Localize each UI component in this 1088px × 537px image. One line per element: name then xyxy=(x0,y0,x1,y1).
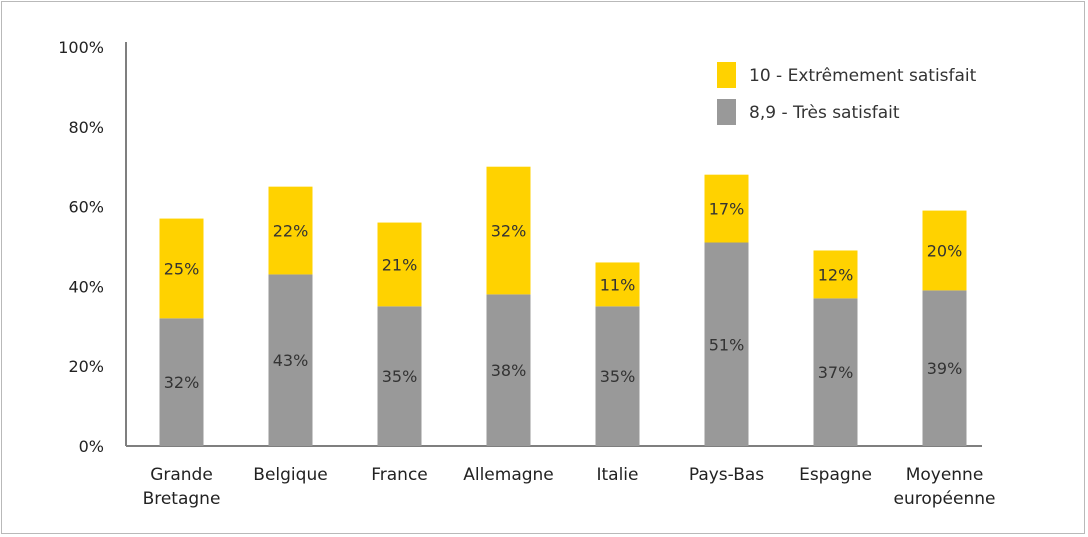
x-category-label: Grande xyxy=(150,465,213,485)
y-tick-label: 0% xyxy=(79,437,104,456)
x-category-label: France xyxy=(371,465,428,485)
bar-segment xyxy=(268,186,313,275)
bar-value-label: 22% xyxy=(273,222,309,241)
bar-value-label: 32% xyxy=(164,373,200,392)
bar-segment xyxy=(159,318,204,446)
bar-segment xyxy=(595,262,640,307)
bar-segment xyxy=(486,166,531,295)
bar-value-label: 25% xyxy=(164,259,200,278)
bar-value-label: 37% xyxy=(818,363,854,382)
bar-value-label: 20% xyxy=(927,241,963,260)
bar-value-label: 21% xyxy=(382,255,418,274)
bar-segment xyxy=(813,250,858,299)
legend-swatch xyxy=(717,62,736,88)
x-category-label: Pays-Bas xyxy=(689,465,764,485)
legend-label: 8,9 - Très satisfait xyxy=(749,103,900,123)
bar-segment xyxy=(486,294,531,446)
y-tick-label: 80% xyxy=(68,118,104,137)
x-category-label: Moyenne xyxy=(906,465,984,485)
axes: 0% 20% 40% 60% 80% 100% Grande Bretagne Belgique… xyxy=(58,38,995,509)
bar-value-label: 32% xyxy=(491,222,527,241)
bar-segment xyxy=(268,274,313,446)
bars: 32% 25% 43% 22% 35% 21% 38% 32% 35% 11% 51% 17% 37% 1… xyxy=(159,166,967,446)
y-tick-label: 60% xyxy=(68,198,104,217)
legend-label: 10 - Extrêmement satisfait xyxy=(749,66,977,86)
x-category-label: Italie xyxy=(596,465,638,485)
x-category-label: Bretagne xyxy=(143,489,221,509)
bar-value-label: 35% xyxy=(382,367,418,386)
legend: 10 - Extrêmement satisfait 8,9 - Très sat… xyxy=(717,62,977,125)
x-category-label: européenne xyxy=(894,489,996,509)
x-category-label: Allemagne xyxy=(463,465,554,485)
x-category-label: Espagne xyxy=(799,465,872,485)
bar-segment xyxy=(704,242,749,446)
y-tick-label: 20% xyxy=(68,357,104,376)
bar-segment xyxy=(595,306,640,446)
bar-segment xyxy=(922,210,967,291)
bar-segment xyxy=(377,222,422,307)
bar-value-label: 39% xyxy=(927,359,963,378)
bar-value-label: 51% xyxy=(709,335,745,354)
bar-value-label: 35% xyxy=(600,367,636,386)
bar-segment xyxy=(159,218,204,319)
bar-value-label: 12% xyxy=(818,265,854,284)
bar-segment xyxy=(704,174,749,243)
bar-value-label: 17% xyxy=(709,200,745,219)
bar-segment xyxy=(813,298,858,446)
y-tick-label: 100% xyxy=(58,38,104,57)
bar-value-label: 11% xyxy=(600,275,636,294)
bar-segment xyxy=(922,290,967,446)
legend-swatch xyxy=(717,99,736,125)
x-category-label: Belgique xyxy=(253,465,327,485)
y-tick-label: 40% xyxy=(68,277,104,296)
bar-segment xyxy=(377,306,422,446)
bar-value-label: 43% xyxy=(273,351,309,370)
bar-value-label: 38% xyxy=(491,361,527,380)
